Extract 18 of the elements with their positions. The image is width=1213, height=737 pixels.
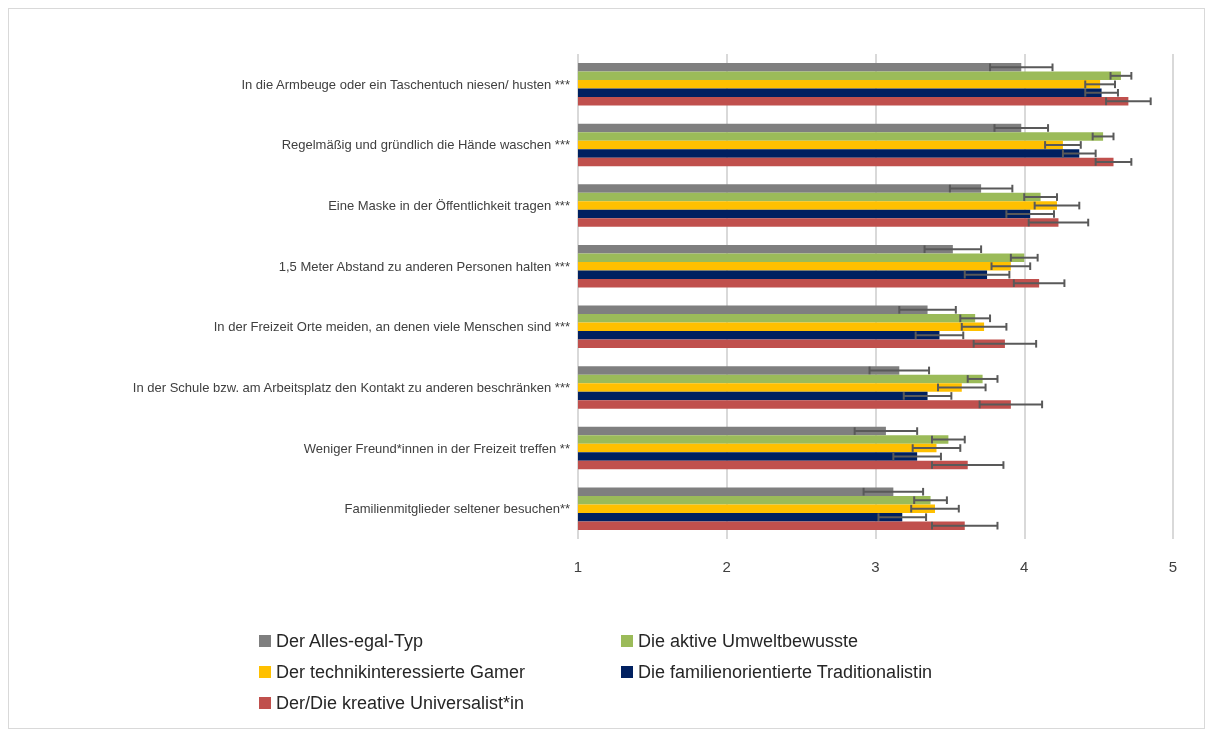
y-tick-label: In die Armbeuge oder ein Taschentuch niesen/ husten *** — [241, 76, 570, 92]
y-tick-label: 1,5 Meter Abstand zu anderen Personen halten *** — [278, 258, 570, 274]
x-tick-label: 2 — [722, 558, 731, 575]
x-tick-label: 3 — [871, 558, 880, 575]
x-tick-label: 5 — [1168, 558, 1178, 575]
y-tick-label: Regelmäßig und gründlich die Hände waschen *** — [281, 137, 570, 153]
x-tick-label: 1 — [573, 558, 583, 575]
legend-label: Der Alles-egal-Typ — [276, 631, 424, 651]
y-tick-label: Familienmitglieder seltener besuchen** — [344, 501, 570, 517]
y-tick-label: Weniger Freund*innen in der Freizeit treffen ** — [303, 440, 570, 456]
y-tick-label: In der Schule bzw. am Arbeitsplatz den Kontakt zu anderen beschränken *** — [132, 379, 570, 395]
x-tick-label: 4 — [1020, 558, 1029, 575]
legend-label: Der technikinteressierte Gamer — [276, 662, 526, 682]
y-tick-label: In der Freizeit Orte meiden, an denen viele Menschen sind *** — [213, 319, 570, 335]
legend-label: Die familienorientierte Traditionalistin — [638, 662, 933, 682]
y-tick-label: Eine Maske in der Öffentlichkeit tragen *** — [328, 198, 570, 214]
legend-label: Der/Die kreative Universalist*in — [276, 693, 525, 713]
legend-label: Die aktive Umweltbewusste — [638, 631, 859, 651]
